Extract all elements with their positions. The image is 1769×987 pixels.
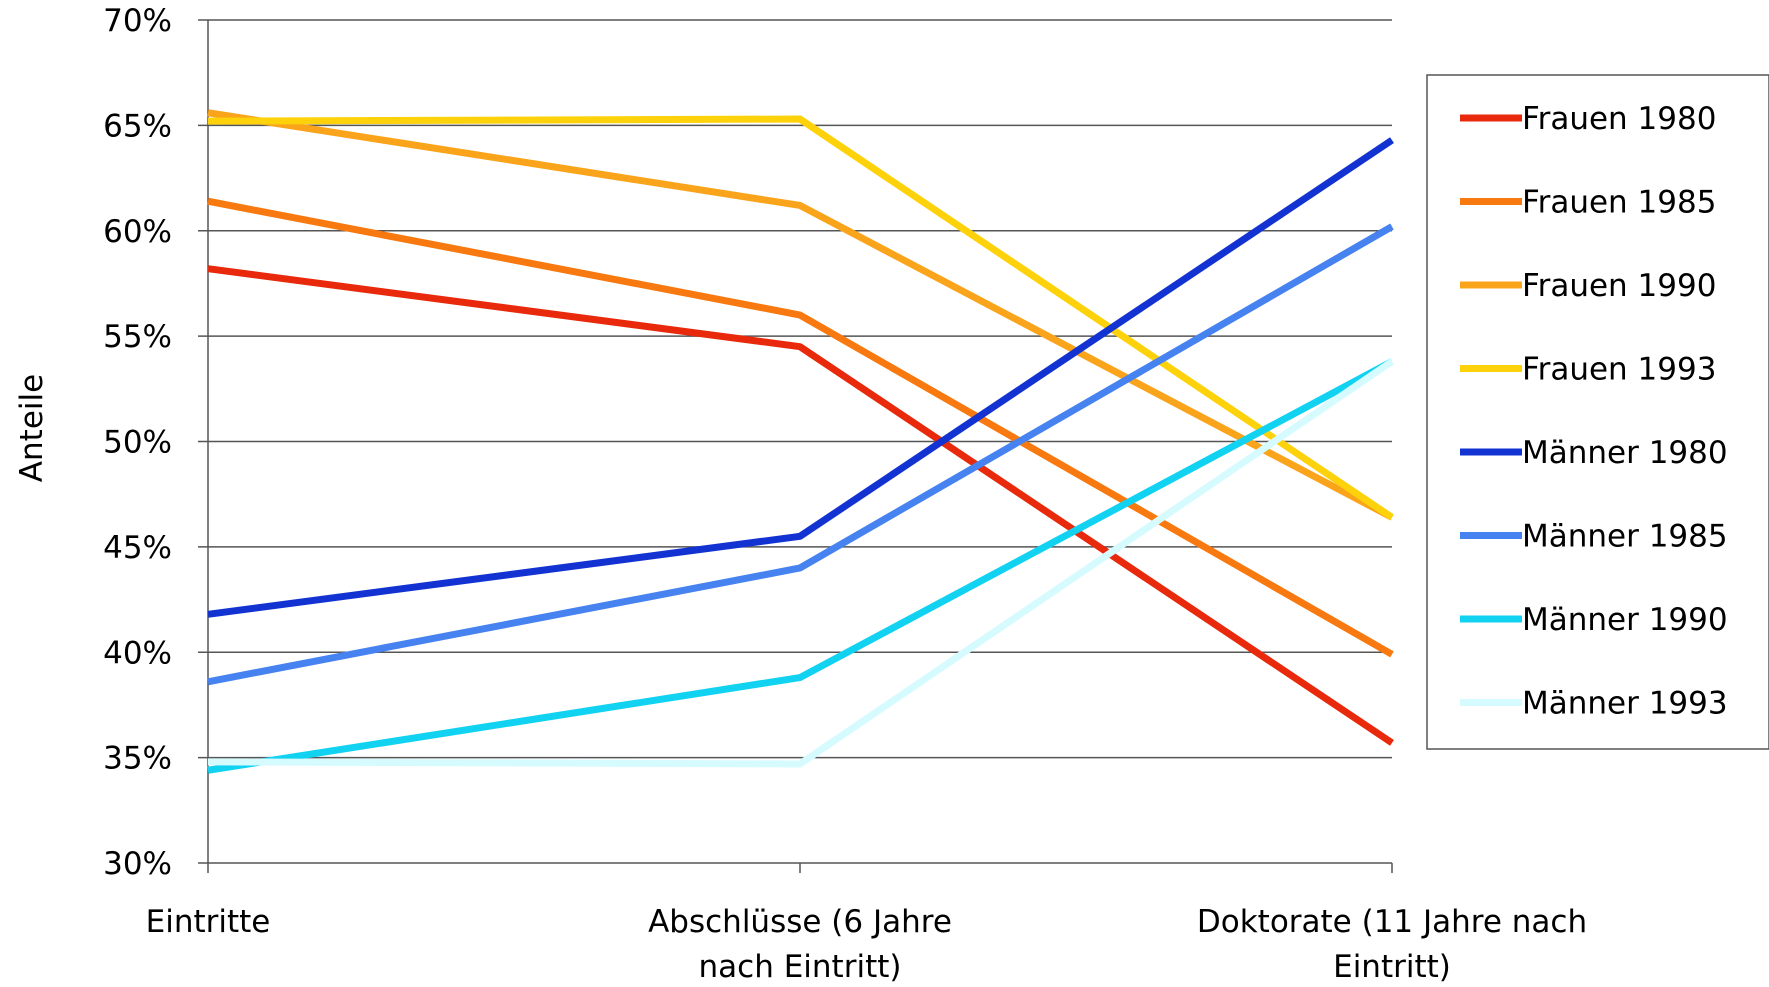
gridlines	[198, 19, 1392, 864]
legend: Frauen 1980 Frauen 1985 Frauen 1990 Frauen …	[1426, 74, 1769, 750]
x-tick-label: nach Eintritt)	[699, 949, 902, 985]
legend-label: Frauen 1990	[1522, 268, 1716, 304]
x-tick-label: Eintritt)	[1333, 949, 1451, 985]
legend-label: Männer 1990	[1522, 602, 1728, 638]
y-tick-label: 45%	[103, 530, 172, 566]
y-tick-label: 55%	[103, 319, 172, 355]
y-tick-labels: 30% 35% 40% 45% 50% 55% 60% 65% 70%	[103, 3, 172, 882]
x-tick-label: Eintritte	[146, 904, 271, 940]
series-line	[207, 197, 1394, 658]
x-tick-labels: Eintritte Abschlüsse (6 Jahre nach Eintrit…	[146, 904, 1588, 985]
y-tick-label: 65%	[103, 108, 172, 144]
legend-label: Frauen 1985	[1522, 185, 1716, 221]
axes	[207, 20, 1393, 873]
series-line	[207, 358, 1394, 768]
legend-label: Männer 1993	[1522, 686, 1728, 722]
legend-label: Frauen 1993	[1522, 352, 1716, 388]
y-tick-label: 60%	[103, 214, 172, 250]
y-axis-title: Anteile	[14, 374, 50, 482]
series-line	[207, 358, 1394, 774]
y-tick-label: 35%	[103, 741, 172, 777]
y-tick-label: 40%	[103, 635, 172, 671]
legend-label: Frauen 1980	[1522, 101, 1716, 137]
series-lines	[207, 109, 1394, 774]
x-tick-label: Doktorate (11 Jahre nach	[1197, 904, 1587, 940]
series-line	[207, 223, 1394, 686]
y-tick-label: 50%	[103, 425, 172, 461]
series-line	[207, 265, 1394, 746]
legend-label: Männer 1985	[1522, 519, 1728, 555]
legend-frame	[1426, 74, 1769, 750]
y-tick-label: 30%	[103, 846, 172, 882]
y-tick-label: 70%	[103, 3, 172, 39]
legend-label: Männer 1980	[1522, 435, 1728, 471]
x-tick-label: Abschlüsse (6 Jahre	[648, 904, 952, 940]
series-line	[207, 137, 1394, 618]
series-line	[207, 115, 1394, 521]
series-line	[207, 109, 1394, 521]
legend-items: Frauen 1980 Frauen 1985 Frauen 1990 Frauen …	[1460, 101, 1728, 722]
